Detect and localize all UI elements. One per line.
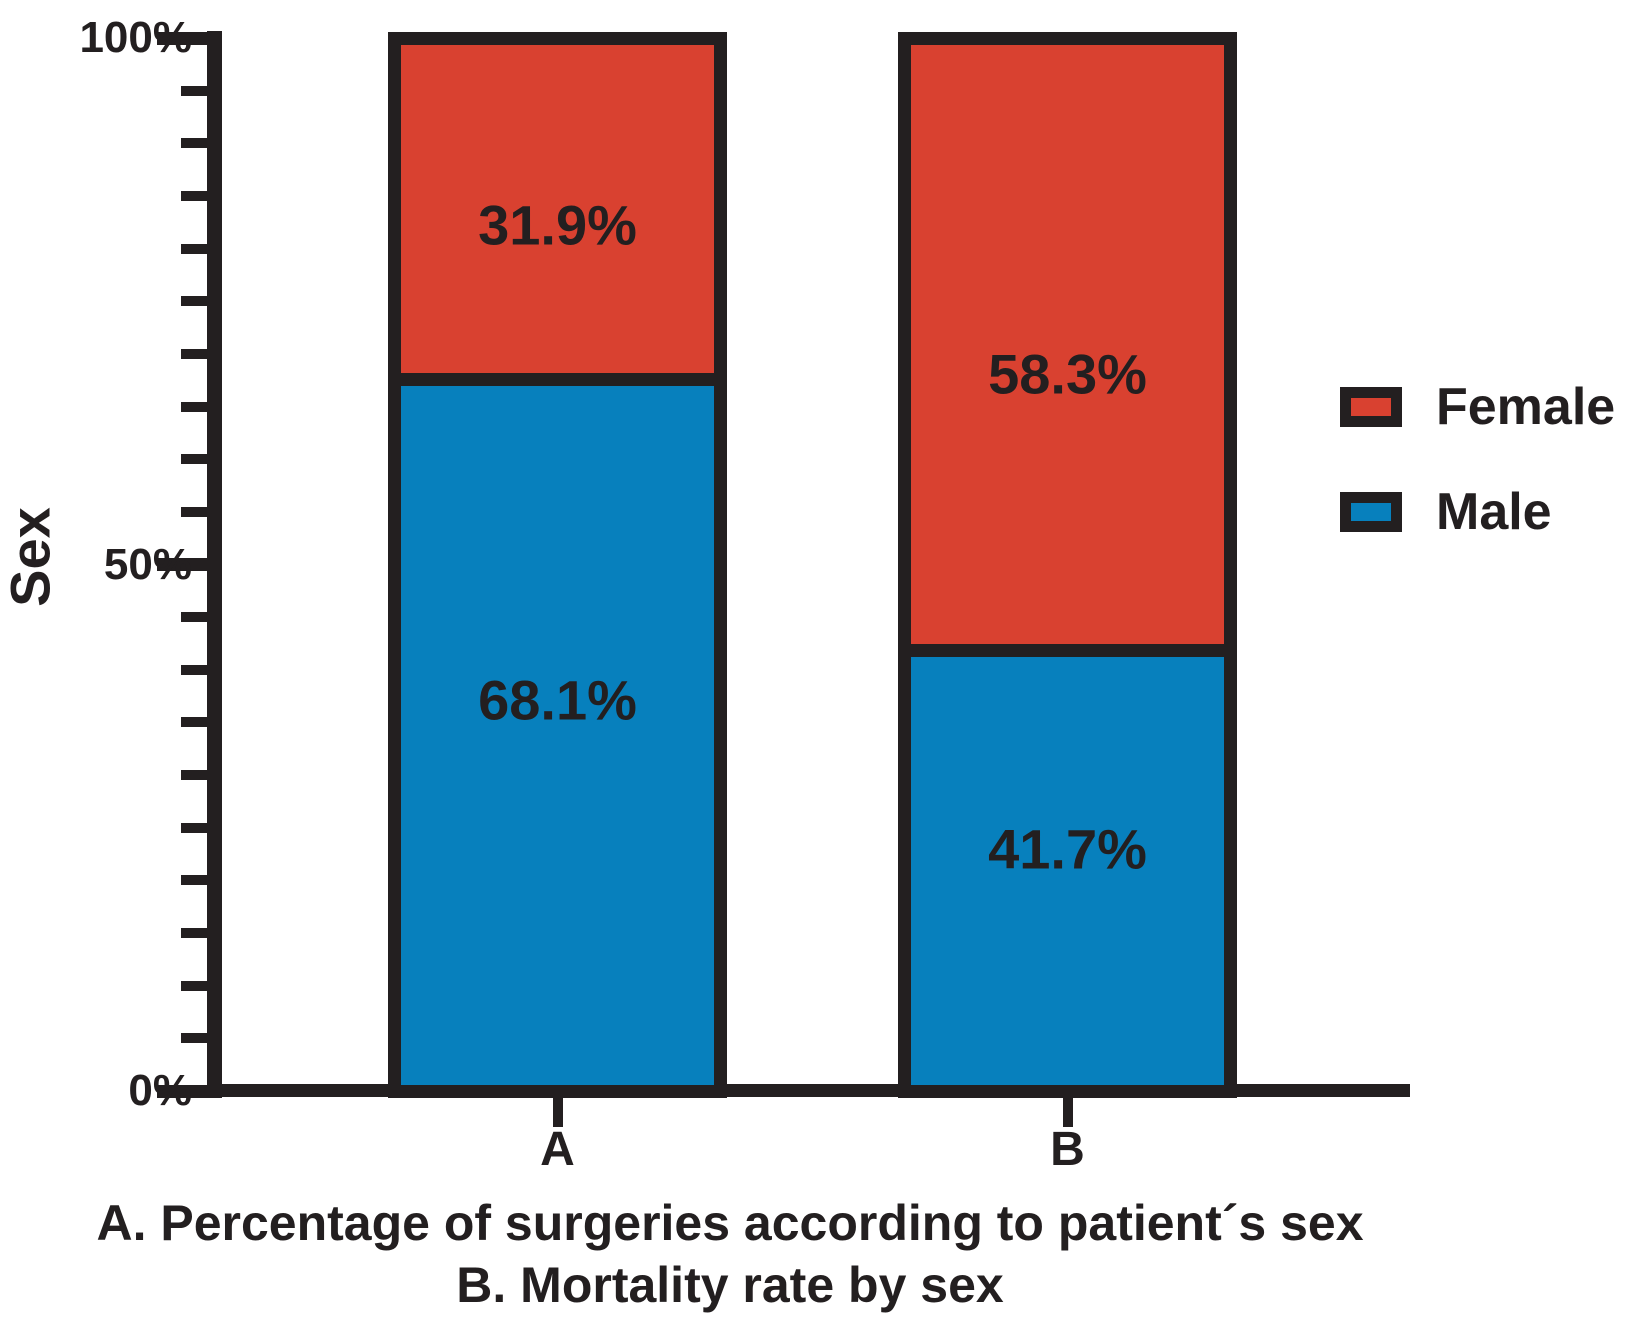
y-major-tick-50	[157, 558, 207, 571]
y-minor-tick-75	[181, 296, 207, 306]
bar-A-male-value-label: 68.1%	[478, 668, 637, 732]
y-minor-tick-25	[181, 823, 207, 833]
caption-line-b: B. Mortality rate by sex	[456, 1257, 1004, 1313]
x-category-label-A: A	[540, 1123, 575, 1176]
y-tick-label-0: 0%	[128, 1066, 192, 1115]
legend-item-male: Male	[1340, 483, 1552, 541]
x-category-label-B: B	[1050, 1123, 1085, 1176]
bar-B-female-segment: 58.3%	[911, 45, 1224, 644]
legend-label-male: Male	[1436, 483, 1552, 541]
legend-label-female: Female	[1436, 378, 1616, 436]
bar-B-male-value-label: 41.7%	[988, 817, 1147, 881]
y-minor-tick-35	[181, 717, 207, 727]
legend-item-female: Female	[1340, 378, 1616, 436]
bar-A-female-value-label: 31.9%	[478, 193, 637, 257]
bar-A-segment-divider	[401, 372, 714, 386]
y-minor-tick-80	[181, 244, 207, 254]
y-minor-tick-95	[181, 86, 207, 96]
x-tick-A	[552, 1097, 563, 1127]
bar-A-male-segment: 68.1%	[401, 385, 714, 1085]
bar-A: 31.9% 68.1%	[388, 32, 727, 1098]
bar-A-female-segment: 31.9%	[401, 45, 714, 373]
y-tick-label-100: 100%	[79, 13, 192, 62]
y-axis-title: Sex	[0, 507, 62, 607]
y-minor-tick-30	[181, 770, 207, 780]
y-minor-tick-90	[181, 138, 207, 148]
female-legend-swatch	[1340, 387, 1402, 427]
y-minor-tick-40	[181, 665, 207, 675]
x-tick-B	[1062, 1097, 1073, 1127]
y-minor-tick-15	[181, 928, 207, 938]
y-minor-tick-45	[181, 612, 207, 622]
y-tick-label-50: 50%	[103, 540, 192, 589]
bar-B-male-segment: 41.7%	[911, 656, 1224, 1085]
y-minor-tick-70	[181, 349, 207, 359]
y-major-tick-0	[157, 1085, 207, 1098]
bar-B: 58.3% 41.7%	[898, 32, 1237, 1098]
male-legend-swatch-fill	[1351, 503, 1391, 521]
y-axis-line	[207, 31, 222, 1098]
female-legend-swatch-fill	[1351, 398, 1391, 416]
y-major-tick-100	[157, 32, 207, 45]
y-minor-tick-20	[181, 875, 207, 885]
male-legend-swatch	[1340, 492, 1402, 532]
bar-B-female-value-label: 58.3%	[988, 342, 1147, 406]
y-minor-tick-5	[181, 1033, 207, 1043]
caption-line-a: A. Percentage of surgeries according to …	[96, 1195, 1364, 1251]
y-minor-tick-85	[181, 191, 207, 201]
y-minor-tick-55	[181, 507, 207, 517]
y-minor-tick-65	[181, 402, 207, 412]
bar-B-segment-divider	[911, 643, 1224, 657]
y-minor-tick-60	[181, 454, 207, 464]
y-minor-tick-10	[181, 981, 207, 991]
figure-caption: A. Percentage of surgeries according to …	[55, 1192, 1405, 1316]
